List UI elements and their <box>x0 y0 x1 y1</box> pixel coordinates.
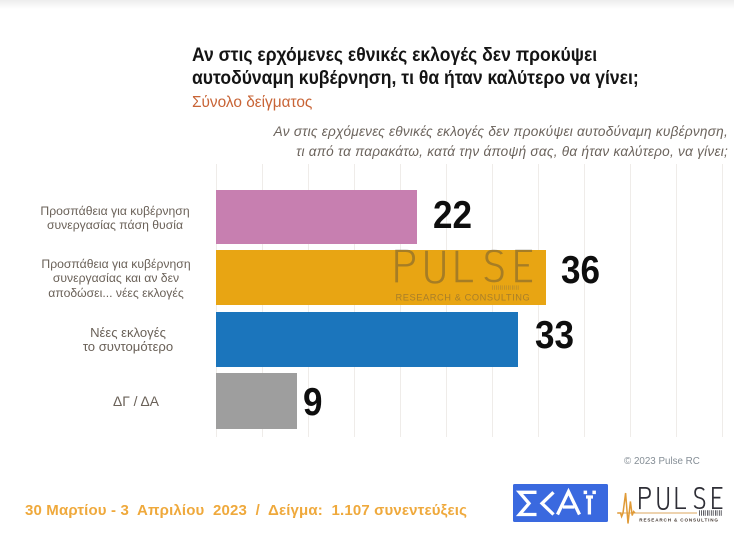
svg-text:RESEARCH & CONSULTING: RESEARCH & CONSULTING <box>639 517 719 522</box>
svg-text:RESEARCH & CONSULTING: RESEARCH & CONSULTING <box>396 293 531 303</box>
